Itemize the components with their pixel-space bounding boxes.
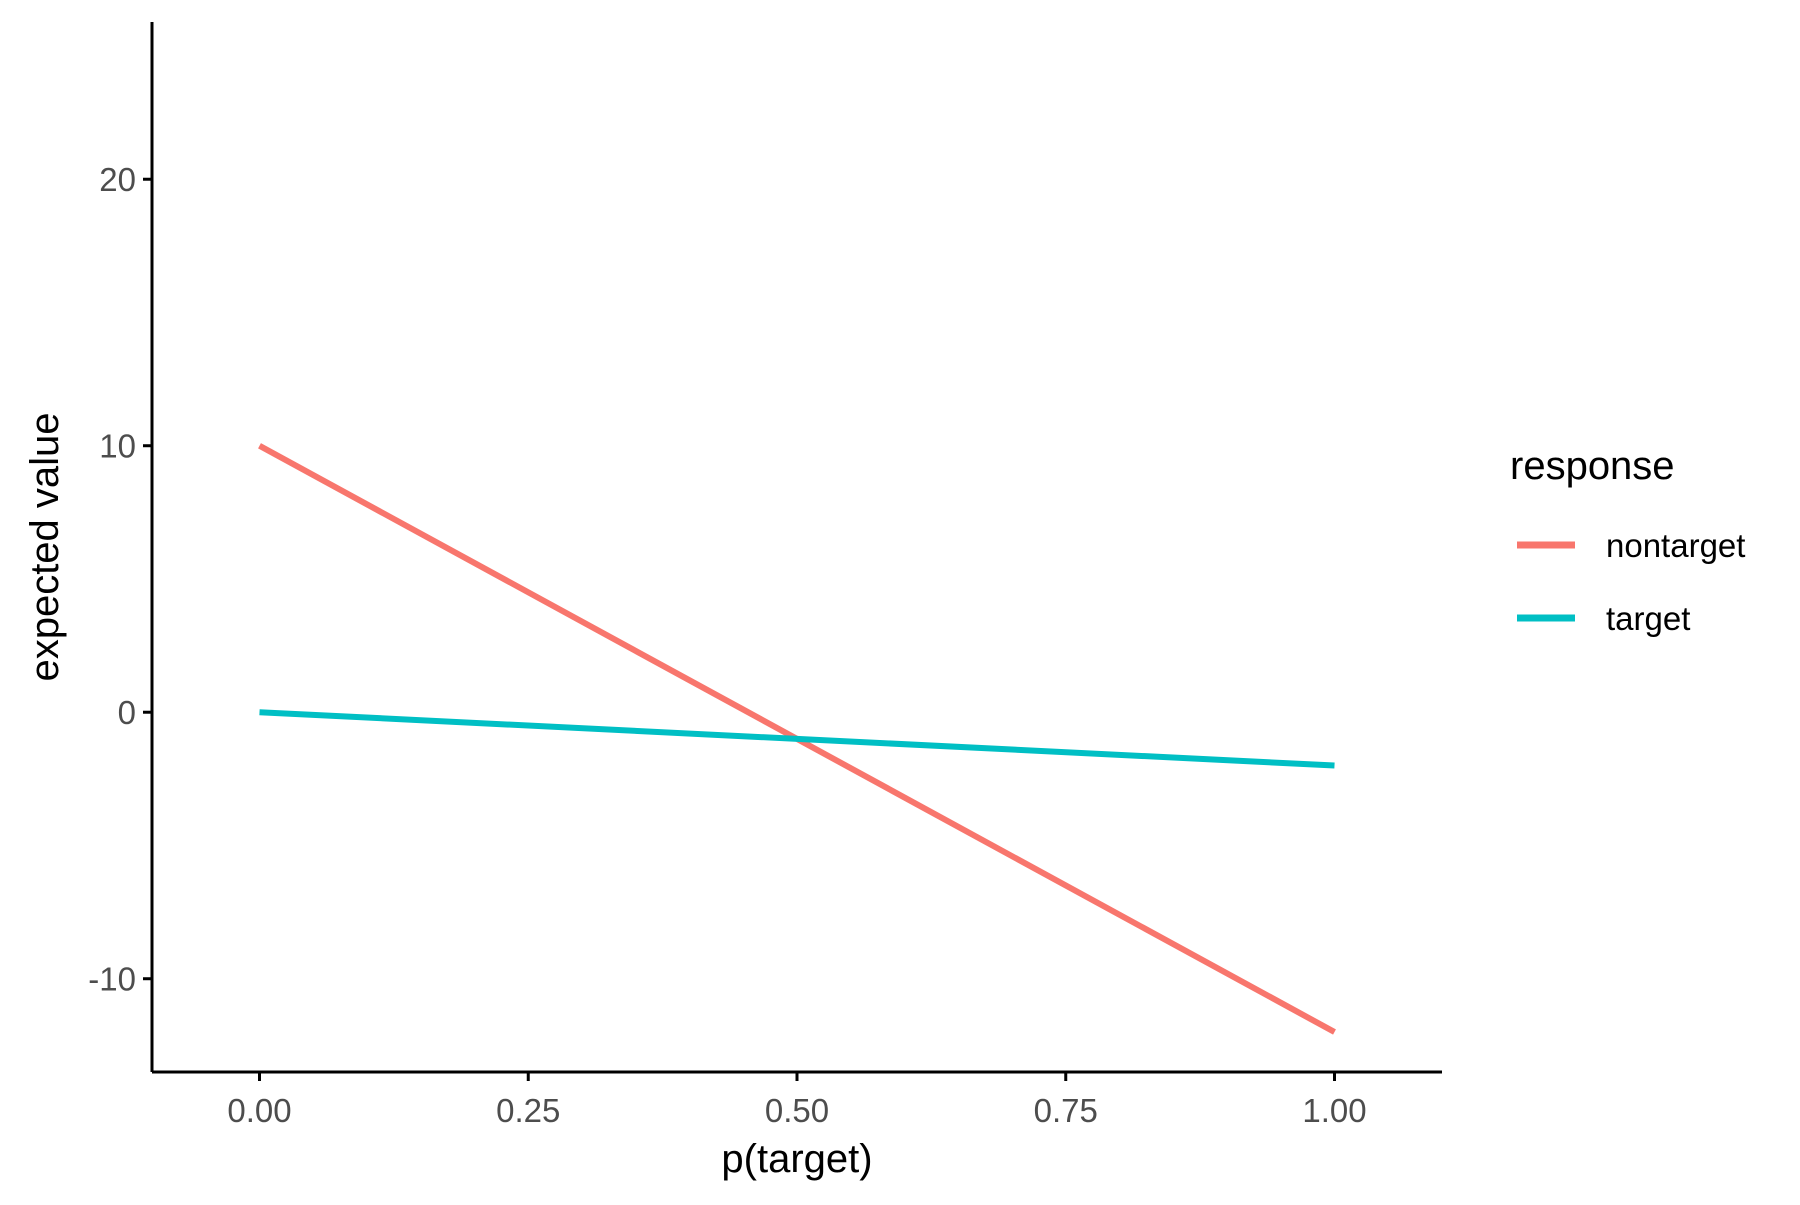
legend: response nontarget target xyxy=(1510,444,1745,637)
y-axis-ticks: -10 0 10 20 xyxy=(88,161,152,998)
x-tick-label: 0.50 xyxy=(765,1092,829,1129)
y-tick-label: 20 xyxy=(99,161,136,198)
series-line-target xyxy=(259,709,1335,769)
axes: 0.00 0.25 0.50 0.75 1.00 -10 0 10 20 xyxy=(88,22,1442,1129)
y-tick-label: 0 xyxy=(118,694,136,731)
y-axis-title: expected value xyxy=(23,412,67,681)
x-axis-ticks: 0.00 0.25 0.50 0.75 1.00 xyxy=(227,1072,1367,1129)
legend-label-target: target xyxy=(1606,600,1690,637)
y-tick-label: 10 xyxy=(99,428,136,465)
legend-items: nontarget target xyxy=(1517,527,1745,637)
x-tick-label: 0.00 xyxy=(227,1092,291,1129)
x-tick-label: 0.25 xyxy=(496,1092,560,1129)
legend-label-nontarget: nontarget xyxy=(1606,527,1745,564)
x-tick-label: 1.00 xyxy=(1302,1092,1366,1129)
x-tick-label: 0.75 xyxy=(1034,1092,1098,1129)
y-tick-label: -10 xyxy=(88,961,136,998)
x-axis-title: p(target) xyxy=(721,1137,872,1181)
legend-title: response xyxy=(1510,444,1675,488)
series-lines xyxy=(258,443,1336,1035)
